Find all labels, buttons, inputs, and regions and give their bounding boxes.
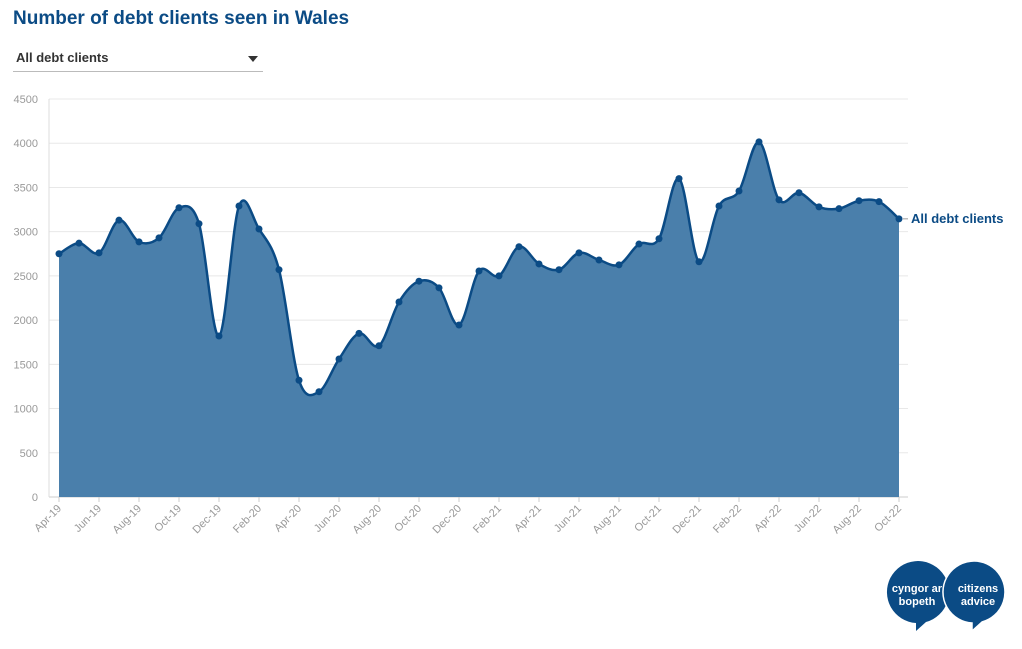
data-point xyxy=(75,239,83,247)
logo-text-left-1: cyngor ar xyxy=(892,583,943,595)
data-point xyxy=(455,321,463,329)
data-point xyxy=(655,235,663,243)
data-point xyxy=(695,258,703,266)
data-point xyxy=(195,220,203,228)
x-tick-label: Aug-21 xyxy=(591,503,625,537)
x-tick-label: Jun-22 xyxy=(792,503,824,535)
data-point xyxy=(775,196,783,204)
x-tick-label: Jun-20 xyxy=(312,503,344,535)
data-point xyxy=(835,205,843,213)
data-point xyxy=(815,203,823,211)
y-tick-label: 2000 xyxy=(14,315,38,327)
x-tick-label: Jun-19 xyxy=(72,503,104,535)
data-point xyxy=(715,202,723,210)
data-point xyxy=(415,277,423,285)
x-tick-label: Apr-19 xyxy=(32,503,64,535)
y-tick-label: 0 xyxy=(32,492,38,504)
data-point xyxy=(635,240,643,248)
series-label: All debt clients xyxy=(911,211,1003,226)
data-point xyxy=(335,355,343,363)
data-point xyxy=(175,204,183,212)
data-point xyxy=(615,261,623,269)
y-tick-label: 1500 xyxy=(14,359,38,371)
data-point xyxy=(495,272,503,280)
data-point xyxy=(235,202,243,210)
y-tick-label: 1000 xyxy=(14,404,38,416)
data-point xyxy=(875,198,883,206)
y-tick-label: 3000 xyxy=(14,227,38,239)
data-point xyxy=(255,225,263,233)
data-point xyxy=(435,284,443,292)
x-tick-label: Oct-21 xyxy=(632,503,664,535)
data-point xyxy=(895,215,903,223)
data-point xyxy=(735,187,743,195)
x-tick-label: Dec-20 xyxy=(431,503,465,537)
data-point xyxy=(855,197,863,205)
x-tick-label: Apr-22 xyxy=(752,503,784,535)
citizens-advice-logo: cyngor ar bopeth citizens advice xyxy=(886,561,1006,633)
data-point xyxy=(675,175,683,183)
data-point xyxy=(135,238,143,246)
x-tick-label: Aug-19 xyxy=(111,503,145,537)
data-point xyxy=(515,243,523,251)
data-point xyxy=(595,256,603,264)
data-point xyxy=(115,216,123,224)
x-tick-label: Dec-21 xyxy=(671,503,705,537)
data-point xyxy=(755,138,763,146)
series-dropdown[interactable]: All debt clients xyxy=(13,46,263,72)
chart-title: Number of debt clients seen in Wales xyxy=(13,8,350,29)
x-tick-label: Jun-21 xyxy=(552,503,584,535)
data-point xyxy=(795,189,803,197)
x-tick-label: Apr-21 xyxy=(512,503,544,535)
area-chart: 0 500 1000 1500 2000 2500 3000 3500 4000 4500 Apr-… xyxy=(14,94,1004,537)
x-tick-label: Oct-19 xyxy=(152,503,184,535)
x-tick-label: Dec-19 xyxy=(191,503,225,537)
y-tick-label: 4500 xyxy=(14,94,38,106)
y-tick-label: 500 xyxy=(20,448,38,460)
data-point xyxy=(395,298,403,306)
x-tick-label: Feb-20 xyxy=(231,503,264,536)
data-point xyxy=(535,260,543,268)
x-tick-label: Feb-21 xyxy=(471,503,504,536)
logo-text-right-1: citizens xyxy=(958,583,998,595)
x-tick-label: Aug-20 xyxy=(351,503,385,537)
data-point xyxy=(95,249,103,257)
series-area xyxy=(59,141,899,498)
data-point xyxy=(275,266,283,274)
x-tick-label: Aug-22 xyxy=(831,503,865,537)
data-point xyxy=(475,267,483,275)
x-tick-label: Oct-20 xyxy=(392,503,424,535)
y-tick-label: 3500 xyxy=(14,182,38,194)
x-tick-label: Oct-22 xyxy=(872,503,904,535)
data-point xyxy=(315,388,323,396)
y-tick-label: 4000 xyxy=(14,138,38,150)
y-tick-label: 2500 xyxy=(14,271,38,283)
data-point xyxy=(575,249,583,257)
x-tick-label: Apr-20 xyxy=(272,503,304,535)
x-tick-label: Feb-22 xyxy=(711,503,744,536)
data-point xyxy=(155,234,163,242)
data-point xyxy=(375,342,383,350)
logo-text-right-2: advice xyxy=(961,596,995,608)
data-point xyxy=(55,250,63,258)
dropdown-value: All debt clients xyxy=(16,50,109,65)
data-point xyxy=(555,266,563,274)
data-point xyxy=(215,332,223,340)
data-point xyxy=(355,329,363,337)
chevron-down-icon xyxy=(248,56,258,62)
logo-text-left-2: bopeth xyxy=(899,596,936,608)
data-point xyxy=(295,376,303,384)
